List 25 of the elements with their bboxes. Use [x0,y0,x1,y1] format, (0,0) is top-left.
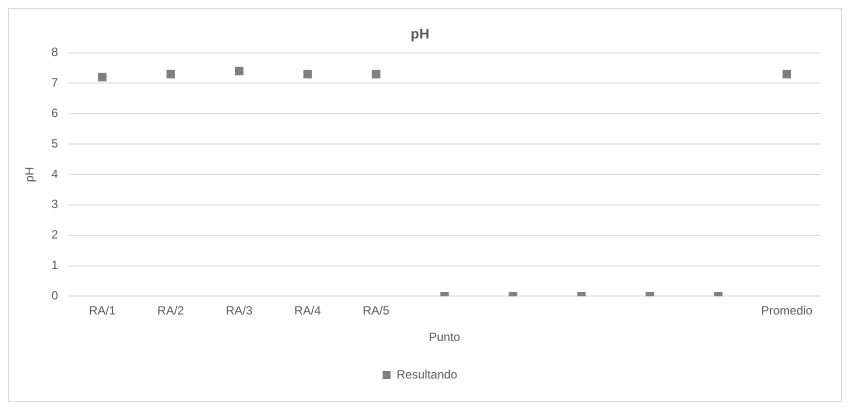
y-tick-label: 8 [51,45,58,60]
y-tick-label: 4 [51,166,58,181]
x-tick-label: RA/1 [88,304,116,318]
chart-title: pH [410,25,430,42]
y-axis-title: pH [22,166,37,182]
point [782,70,792,78]
y-tick-label: 6 [51,106,58,120]
y-tick-label: 3 [51,197,58,212]
y-tick-label: 1 [51,258,58,272]
point [303,70,312,78]
x-tick-label: RA/2 [157,304,184,318]
x-tick-label: RA/4 [294,304,322,318]
point [166,70,175,78]
point [98,72,107,82]
x-tick-label: RA/3 [226,304,253,318]
point [372,70,380,78]
legend-label: Resultando [396,367,458,382]
y-tick-label: 2 [51,228,58,242]
y-tick-label: 7 [51,76,58,90]
point [234,66,244,76]
y-tick-label: 5 [51,136,58,150]
x-tick-label: Promedio [761,304,813,318]
y-tick-label: 0 [51,288,58,303]
x-tick-label: RA/5 [362,304,390,318]
x-axis-title: Punto [428,330,461,344]
